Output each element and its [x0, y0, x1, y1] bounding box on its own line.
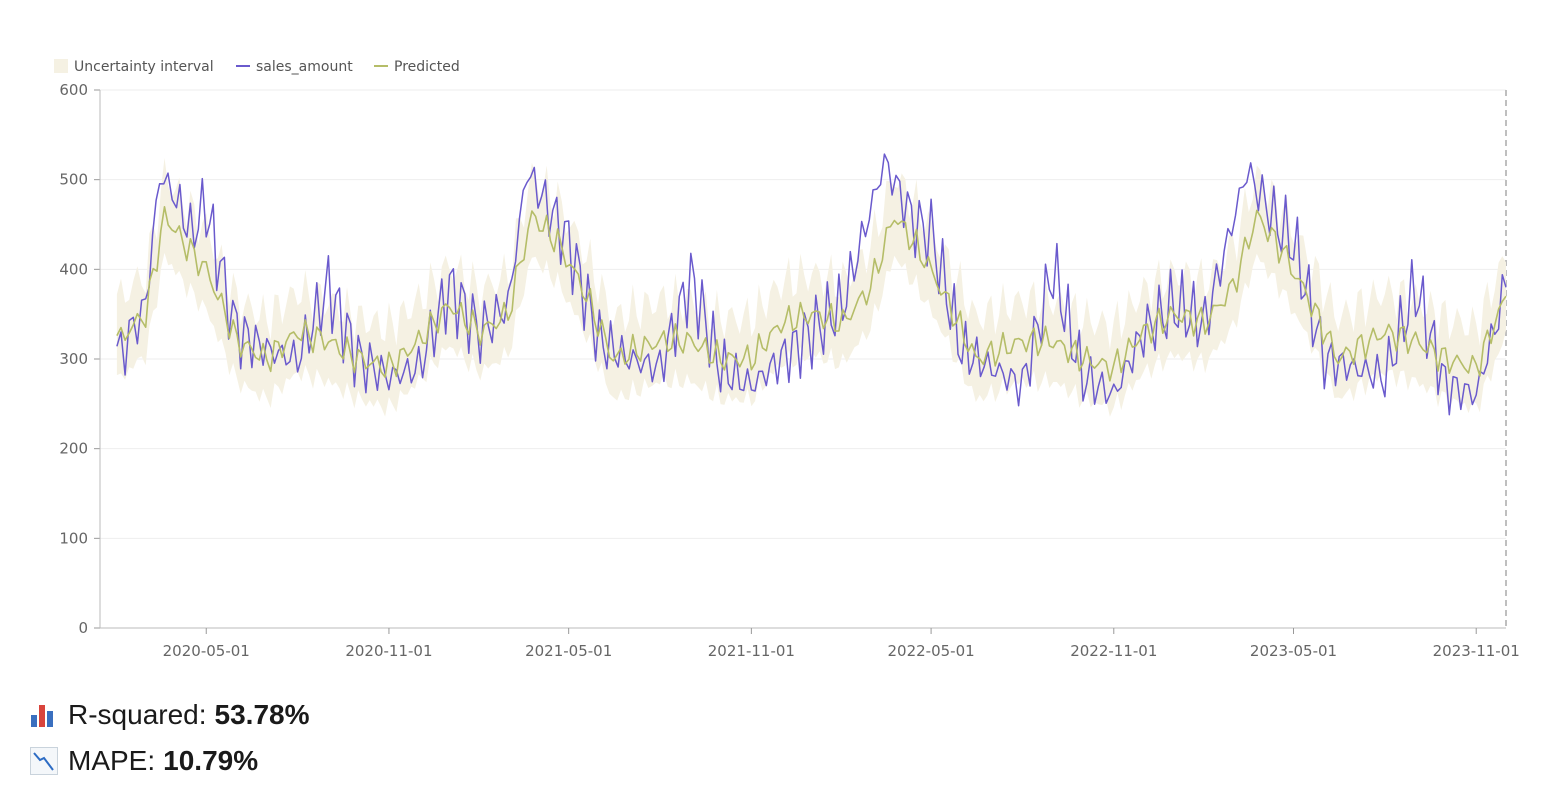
y-tick-label: 0 [78, 619, 88, 637]
mape-value: 10.79% [163, 745, 259, 776]
y-tick-label: 200 [59, 440, 88, 458]
y-tick-label: 300 [59, 350, 88, 368]
chart-decreasing-icon [30, 747, 58, 775]
x-tick-label: 2022-05-01 [887, 642, 974, 660]
uncertainty-interval-band [116, 157, 1506, 417]
x-tick-label: 2021-05-01 [525, 642, 612, 660]
x-tick-label: 2020-11-01 [345, 642, 432, 660]
metrics-panel: R-squared: 53.78% MAPE: 10.79% [30, 692, 309, 784]
r-squared-label: R-squared: [68, 699, 207, 730]
mape-row: MAPE: 10.79% [30, 738, 309, 784]
series-line-sales-amount [116, 153, 1507, 416]
bar-chart-icon [30, 701, 58, 729]
legend-label-predicted: Predicted [394, 59, 460, 75]
y-tick-label: 600 [59, 81, 88, 99]
y-tick-label: 400 [59, 260, 88, 278]
legend-label-sales-amount: sales_amount [256, 59, 353, 75]
x-tick-label: 2022-11-01 [1070, 642, 1157, 660]
forecast-chart-svg: 0 100 200 300 400 500 600 2020-05-01 2020-11-01 2… [54, 59, 1520, 660]
y-tick-label: 500 [59, 171, 88, 189]
y-tick-label: 100 [59, 529, 88, 547]
forecast-chart: 0 100 200 300 400 500 600 2020-05-01 2020-11-01 2… [54, 59, 1520, 660]
mape-label: MAPE: [68, 745, 156, 776]
x-tick-label: 2023-05-01 [1250, 642, 1337, 660]
x-tick-label: 2020-05-01 [163, 642, 250, 660]
legend-label-uncertainty: Uncertainty interval [74, 59, 214, 75]
legend-swatch-uncertainty [54, 59, 68, 73]
x-tick-label: 2023-11-01 [1433, 642, 1520, 660]
series-line-predicted [116, 206, 1507, 382]
x-tick-label: 2021-11-01 [708, 642, 795, 660]
r-squared-row: R-squared: 53.78% [30, 692, 309, 738]
r-squared-value: 53.78% [214, 699, 310, 730]
